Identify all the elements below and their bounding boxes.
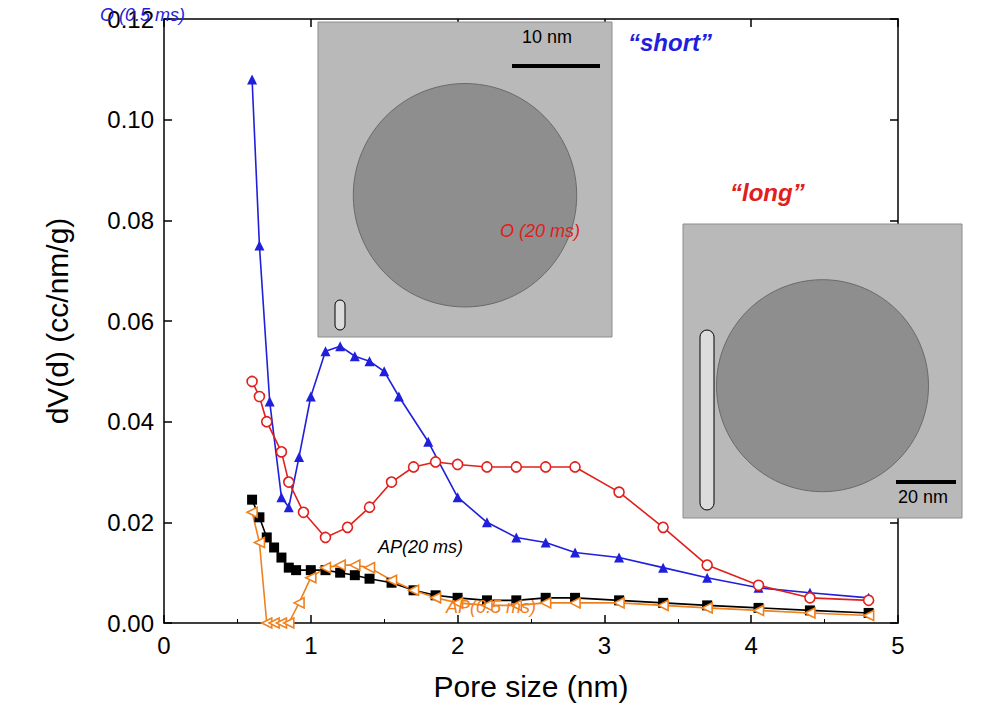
svg-text:O (0.5 ms): O (0.5 ms) <box>100 5 185 25</box>
svg-text:2: 2 <box>451 632 464 659</box>
svg-text:dV(d) (cc/nm/g): dV(d) (cc/nm/g) <box>41 218 74 425</box>
svg-text:1: 1 <box>304 632 317 659</box>
svg-text:20 nm: 20 nm <box>898 487 948 507</box>
svg-text:O (20 ms): O (20 ms) <box>500 221 580 241</box>
svg-text:“short”: “short” <box>628 29 712 56</box>
svg-text:0.10: 0.10 <box>107 106 154 133</box>
svg-text:AP(0.5 ms): AP(0.5 ms) <box>445 597 536 617</box>
svg-text:0.02: 0.02 <box>107 509 154 536</box>
svg-text:AP(20 ms): AP(20 ms) <box>377 537 463 557</box>
svg-text:0.06: 0.06 <box>107 308 154 335</box>
svg-text:3: 3 <box>598 632 611 659</box>
svg-text:“long”: “long” <box>730 179 805 206</box>
svg-text:0.04: 0.04 <box>107 408 154 435</box>
svg-text:4: 4 <box>745 632 758 659</box>
svg-text:5: 5 <box>891 632 904 659</box>
svg-text:0.00: 0.00 <box>107 610 154 637</box>
svg-text:0: 0 <box>157 632 170 659</box>
svg-text:Pore size (nm): Pore size (nm) <box>433 670 628 703</box>
svg-text:10 nm: 10 nm <box>522 27 572 47</box>
svg-text:0.08: 0.08 <box>107 207 154 234</box>
